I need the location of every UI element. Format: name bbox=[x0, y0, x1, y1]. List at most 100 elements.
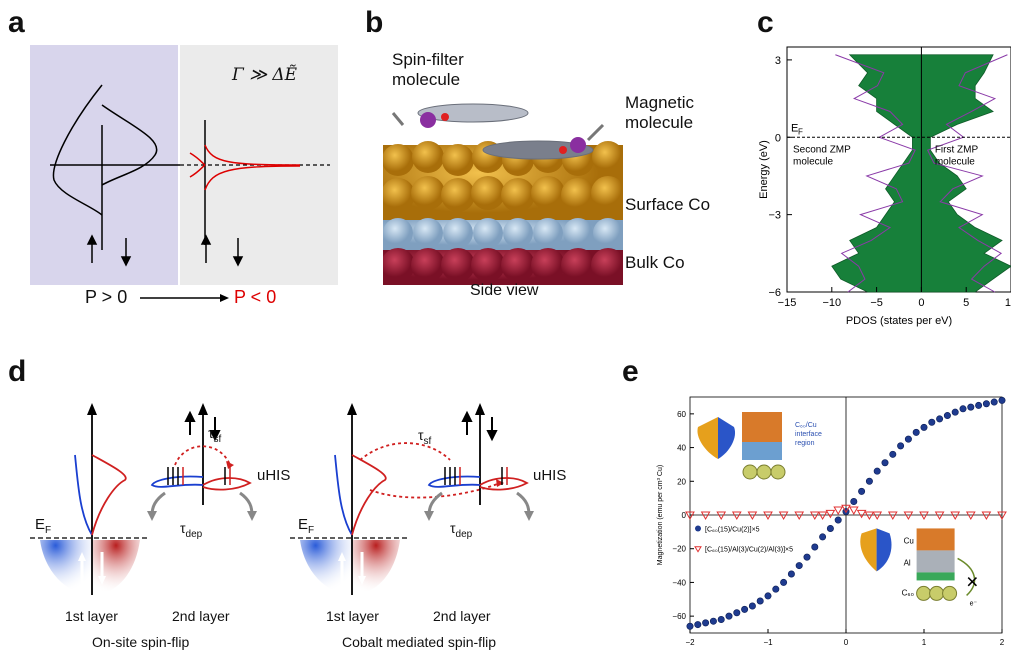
inset2-dos-left bbox=[860, 528, 877, 572]
data-point-al-cu bbox=[763, 511, 773, 521]
inset1-label-1: C₆₀/Cu bbox=[795, 422, 817, 429]
data-point-cu bbox=[920, 423, 928, 431]
data-point-cu bbox=[998, 396, 1006, 404]
spin-flip-schematic bbox=[30, 403, 534, 595]
data-point-al-cu bbox=[864, 511, 875, 521]
arrow-right-icon bbox=[140, 294, 229, 302]
data-point-al-cu bbox=[856, 509, 867, 519]
second-zmp-label: Second ZMP bbox=[793, 145, 851, 156]
pdos-molecule-down-line bbox=[835, 54, 916, 293]
x-tick-label: −5 bbox=[870, 297, 883, 309]
data-point-cu bbox=[694, 621, 702, 629]
data-point-cu bbox=[967, 403, 975, 411]
y-tick-label: 3 bbox=[775, 55, 781, 67]
data-point-cu bbox=[889, 450, 897, 458]
y-tick-label: 40 bbox=[677, 444, 686, 453]
data-point-cu bbox=[756, 597, 764, 605]
tau-dep-right: τdep bbox=[450, 520, 473, 540]
data-point-al-cu bbox=[731, 511, 742, 521]
data-point-cu bbox=[990, 398, 998, 406]
data-point-cu bbox=[741, 605, 749, 613]
data-point-al-cu bbox=[903, 511, 914, 521]
inset-cu-interface: C₆₀/Cu interface region bbox=[697, 412, 822, 480]
inset1-label-3: region bbox=[795, 440, 815, 447]
y-axis-label: Energy (eV) bbox=[758, 140, 770, 199]
label-spin-filter: Spin-filter bbox=[392, 50, 464, 69]
data-point-al-cu bbox=[747, 511, 758, 521]
inset-c60-ball bbox=[742, 464, 758, 480]
x-tick-label: 0 bbox=[844, 638, 849, 647]
data-point-cu bbox=[951, 408, 959, 416]
data-point-cu bbox=[936, 415, 944, 423]
molecule-surface-render bbox=[383, 103, 623, 285]
inset2-c60-ball bbox=[942, 585, 958, 601]
layer1-left: 1st layer bbox=[65, 608, 118, 624]
caption-cobalt: Cobalt mediated spin-flip bbox=[342, 634, 497, 650]
data-point-al-cu bbox=[965, 511, 976, 521]
caption-onsite: On-site spin-flip bbox=[92, 634, 190, 650]
data-point-cu bbox=[709, 617, 717, 625]
y-tick-label: 20 bbox=[677, 477, 686, 486]
legend-label-al-cu: [C₆₀(15)/Al(3)/Cu(2)/Al(3)]×5 bbox=[705, 547, 793, 554]
y-tick-label: −6 bbox=[768, 287, 781, 299]
y-tick-label: −20 bbox=[672, 545, 686, 554]
data-point-cu bbox=[928, 418, 936, 426]
inset2-al-block bbox=[916, 550, 955, 573]
data-point-al-cu bbox=[887, 511, 898, 521]
data-point-cu bbox=[834, 516, 842, 524]
data-point-cu bbox=[897, 442, 905, 450]
inset2-label-al: Al bbox=[904, 558, 911, 567]
x-tick-label: 1 bbox=[922, 638, 927, 647]
label-magnetic: Magnetic bbox=[625, 93, 694, 112]
data-point-al-cu bbox=[794, 511, 805, 521]
p-after: P < 0 bbox=[234, 287, 277, 307]
gamma-relation: Γ ≫ ΔẼ bbox=[232, 65, 298, 85]
data-point-cu bbox=[803, 553, 811, 561]
data-point-cu bbox=[959, 405, 967, 413]
inset2-c60-ball bbox=[929, 585, 945, 601]
data-point-cu bbox=[975, 401, 983, 409]
data-point-cu bbox=[717, 616, 725, 624]
data-point-al-cu bbox=[833, 506, 844, 515]
tau-sf-right: τsf bbox=[418, 427, 432, 447]
data-point-cu bbox=[904, 435, 912, 443]
ef-right: EF bbox=[298, 516, 315, 536]
data-point-cu bbox=[819, 533, 827, 541]
inset2-label-cu: Cu bbox=[904, 536, 914, 545]
data-point-cu bbox=[772, 585, 780, 593]
inset-cu-block bbox=[742, 412, 782, 442]
data-point-cu bbox=[850, 498, 858, 506]
data-point-al-cu bbox=[919, 511, 929, 521]
label-spin-filter-molecule: molecule bbox=[392, 70, 461, 89]
first-zmp-label: First ZMP bbox=[935, 145, 979, 156]
pdos-chart: −6 −3 0 3 −15 −10 −5 0 5 10 PDOS (states per eV) En… bbox=[758, 46, 1011, 327]
data-point-al-cu bbox=[809, 511, 820, 521]
inset2-label-c60: C₆₀ bbox=[902, 588, 914, 597]
data-point-cu bbox=[748, 602, 756, 610]
inset2-electron-path bbox=[957, 557, 976, 596]
data-point-al-cu bbox=[817, 511, 828, 521]
data-point-al-cu bbox=[848, 506, 859, 515]
magnetization-chart: −60 −40 −20 0 20 40 60 −2 −1 0 1 2 Magnetization (em… bbox=[657, 396, 1007, 647]
inset2-cu-block bbox=[916, 528, 955, 551]
data-point-cu bbox=[865, 477, 873, 485]
tau-sf-left: τsf bbox=[208, 425, 222, 445]
data-point-al-cu bbox=[778, 511, 789, 521]
inset2-electron-label: e⁻ bbox=[970, 600, 978, 607]
legend-marker-cu bbox=[695, 525, 701, 532]
data-point-cu bbox=[943, 412, 951, 420]
layer1-right: 1st layer bbox=[326, 608, 379, 624]
data-point-cu bbox=[873, 467, 881, 475]
legend-label-cu: [C₆₀(15)/Cu(2)]×5 bbox=[705, 526, 760, 533]
inset-al-cu: Cu Al C₆₀ ✕ e⁻ bbox=[860, 528, 979, 607]
label-side-view: Side view bbox=[470, 282, 539, 299]
first-zmp-label-2: molecule bbox=[935, 156, 975, 167]
ef-sub: F bbox=[798, 127, 803, 136]
data-point-cu bbox=[686, 622, 694, 630]
data-point-cu bbox=[702, 619, 710, 627]
layer2-right: 2nd layer bbox=[433, 608, 491, 624]
data-point-cu bbox=[912, 428, 920, 436]
p-before: P > 0 bbox=[85, 287, 128, 307]
data-point-cu bbox=[733, 609, 741, 617]
data-point-cu bbox=[787, 570, 795, 578]
